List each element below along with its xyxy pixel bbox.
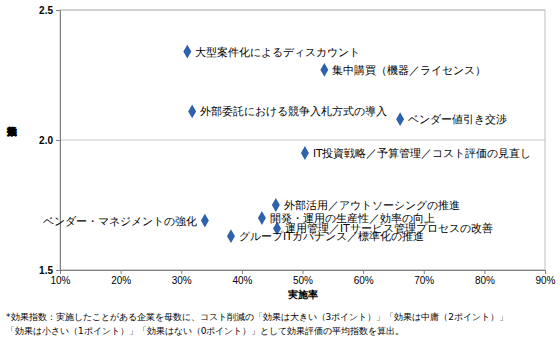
y-axis: 1.5 2.0 2.5	[39, 5, 60, 276]
point-labels: 大型案件化によるディスカウント集中購買（機器／ライセンス） 外部委託における競争入…	[43, 46, 532, 243]
x-tick-mark	[181, 270, 182, 274]
x-axis-title: 実施率	[287, 289, 318, 300]
x-tick-label: 20%	[111, 275, 131, 286]
grid	[60, 10, 545, 270]
y-tick-mark	[56, 10, 60, 11]
y-tick-mark	[56, 270, 60, 271]
point	[320, 63, 328, 77]
x-tick-mark	[303, 270, 304, 274]
point	[272, 198, 280, 212]
x-tick-label: 80%	[475, 275, 495, 286]
x-axis-line	[61, 271, 546, 275]
y-tick: 2.0	[39, 135, 60, 146]
x-tick-mark	[242, 270, 243, 274]
point-label: IT投資戦略／予算管理／コスト評価の見直し	[313, 147, 532, 159]
x-tick-label: 90%	[535, 275, 555, 286]
point-label: 大型案件化によるディスカウント	[195, 46, 360, 58]
x-tick: 80%	[475, 270, 495, 286]
x-tick-label: 70%	[414, 275, 434, 286]
x-tick: 60%	[354, 270, 374, 286]
grid-line	[60, 140, 545, 141]
y-tick-mark	[56, 140, 60, 141]
point-label: 外部委託における競争入札方式の導入	[200, 105, 387, 118]
y-tick-label: 1.5	[39, 265, 53, 276]
y-axis-line	[56, 11, 61, 271]
x-tick-mark	[121, 270, 122, 274]
chart: 10% 20% 30% 40% 50% 60% 70% 80% 90% 1.5 2.0 2.5 実施率 効…	[0, 0, 560, 350]
x-tick: 20%	[111, 270, 131, 286]
footnotes: *効果指数：実施したことがある企業を母数に、コスト削減の「効果は大きい（3ポイン…	[6, 312, 508, 336]
y-tick-label: 2.5	[39, 5, 53, 16]
point-label: 外部活用／アウトソーシングの推進	[284, 199, 460, 211]
y-tick: 2.5	[39, 5, 60, 16]
point	[227, 229, 235, 243]
x-tick: 50%	[293, 270, 313, 286]
x-tick: 30%	[172, 270, 192, 286]
x-tick: 70%	[414, 270, 434, 286]
point-label: ベンダー・マネジメントの強化	[43, 215, 197, 227]
x-axis: 10% 20% 30% 40% 50% 60% 70% 80% 90%	[50, 270, 555, 286]
x-tick-label: 40%	[232, 275, 252, 286]
point	[396, 112, 404, 126]
x-tick: 40%	[232, 270, 252, 286]
x-tick-mark	[363, 270, 364, 274]
point	[188, 104, 196, 118]
point	[201, 214, 209, 228]
y-tick-label: 2.0	[39, 135, 53, 146]
point-label: グループITガバナンス／標準化の推進	[239, 230, 425, 242]
x-tick: 90%	[535, 270, 555, 286]
x-tick-mark	[424, 270, 425, 274]
footnote: *効果指数：実施したことがある企業を母数に、コスト削減の「効果は大きい（3ポイン…	[6, 312, 508, 322]
point	[258, 211, 266, 225]
point	[301, 146, 309, 160]
x-tick-label: 50%	[293, 275, 313, 286]
x-tick-label: 60%	[354, 275, 374, 286]
x-tick-mark	[545, 270, 546, 274]
point-label: ベンダー値引き交渉	[408, 113, 507, 125]
x-tick-label: 30%	[172, 275, 192, 286]
x-tick: 10%	[50, 270, 70, 286]
footnote: 「効果は小さい（1ポイント）」「効果はない（0ポイント）」として効果評価の平均指…	[6, 326, 404, 336]
point	[183, 45, 191, 59]
y-tick: 1.5	[39, 265, 60, 276]
x-tick-label: 10%	[50, 275, 70, 286]
plot-frame	[60, 10, 545, 270]
y-axis-title: 効果指数	[6, 126, 18, 137]
point-label: 集中購買（機器／ライセンス）	[332, 64, 486, 76]
x-tick-mark	[484, 270, 485, 274]
